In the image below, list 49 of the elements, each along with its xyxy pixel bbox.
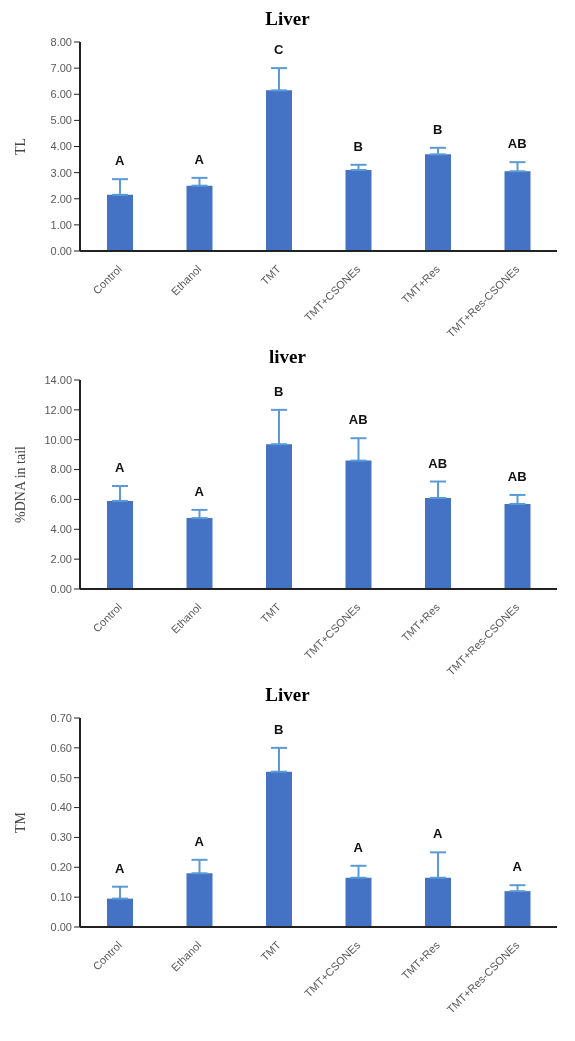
y-tick-label: 6.00 — [50, 88, 72, 101]
annotation: B — [433, 121, 443, 137]
y-tick-label: 14.00 — [44, 373, 72, 386]
y-tick-label: 0.00 — [50, 582, 72, 595]
y-tick-label: 4.00 — [50, 140, 72, 153]
annotation: A — [194, 483, 205, 499]
y-tick-label: 2.00 — [50, 553, 72, 566]
annotation: B — [274, 721, 284, 737]
y-tick-label: 12.00 — [44, 403, 72, 416]
y-tick-label: 6.00 — [50, 493, 72, 506]
y-tick-label: 8.00 — [50, 463, 72, 476]
chart-title: Liver — [264, 684, 311, 707]
annotation: A — [512, 859, 523, 875]
annotation: AB — [428, 455, 448, 471]
y-tick-label: 4.00 — [50, 523, 72, 536]
y-axis-title: TL — [12, 137, 28, 156]
y-tick-label: 1.00 — [50, 218, 72, 231]
y-tick-label: 0.00 — [50, 244, 72, 257]
y-tick-label: 5.00 — [50, 114, 72, 127]
y-tick-label: 7.00 — [50, 62, 72, 75]
y-tick-label: 0.30 — [50, 831, 72, 844]
y-axis-title: TM — [12, 811, 28, 833]
annotation: A — [115, 860, 126, 876]
annotation: A — [115, 459, 126, 475]
y-tick-label: 0.10 — [50, 891, 72, 904]
annotation: AB — [348, 412, 368, 428]
annotation: A — [194, 833, 205, 849]
annotation: A — [194, 151, 205, 167]
y-tick-label: 2.00 — [50, 192, 72, 205]
annotation: AB — [507, 136, 527, 152]
y-tick-label: 8.00 — [50, 35, 72, 48]
annotation: C — [274, 42, 285, 58]
chart-title: liver — [268, 346, 307, 369]
annotation: B — [274, 383, 284, 399]
y-tick-label: 0.60 — [50, 741, 72, 754]
chart-title: Liver — [264, 8, 311, 31]
y-tick-label: 0.40 — [50, 801, 72, 814]
y-tick-label: 0.50 — [50, 771, 72, 784]
y-tick-label: 3.00 — [50, 166, 72, 179]
y-tick-label: 0.00 — [50, 920, 72, 933]
annotation: B — [353, 138, 363, 154]
y-tick-label: 0.70 — [50, 711, 72, 724]
annotation: A — [433, 826, 444, 842]
annotation: A — [115, 153, 126, 169]
annotation: AB — [507, 468, 527, 484]
y-tick-label: 0.20 — [50, 861, 72, 874]
annotation: A — [353, 839, 364, 855]
y-axis-title: %DNA in tail — [12, 445, 28, 523]
y-tick-label: 10.00 — [44, 433, 72, 446]
